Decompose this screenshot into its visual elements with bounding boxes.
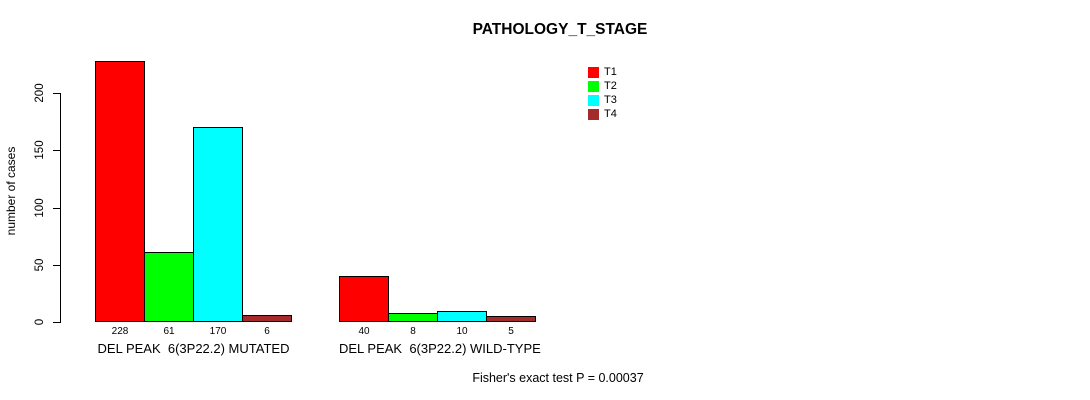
legend-swatch-t4 [588,108,599,120]
category-label: DEL PEAK 6(3P22.2) WILD-TYPE [339,341,541,356]
bar-value-label: 6 [264,326,270,337]
y-axis-tick-label: 50 [34,258,46,272]
bar-t2 [388,313,438,322]
y-axis-tick [53,322,60,323]
y-axis-tick [53,265,60,266]
legend-item: T2 [588,79,617,93]
legend-label: T2 [604,79,617,92]
y-axis-tick [53,150,60,151]
legend-label: T4 [604,107,617,120]
bar-value-label: 5 [508,326,514,337]
legend-item: T1 [588,65,617,79]
bar-value-label: 61 [163,326,175,337]
legend: T1 T2 T3 T4 [588,65,617,121]
bar-t2 [144,252,194,322]
y-axis-tick-label: 0 [34,318,46,326]
bar-t1 [95,61,145,322]
bar-t3 [437,311,487,322]
y-axis-tick-label: 100 [34,198,46,218]
legend-swatch-t2 [588,80,599,92]
bar-value-label: 228 [111,326,129,337]
bar-value-label: 8 [410,326,416,337]
legend-swatch-t1 [588,66,599,78]
bar-t4 [242,315,292,322]
chart-title: PATHOLOGY_T_STAGE [472,21,648,38]
bar-t4 [486,316,536,322]
bar-t1 [339,276,389,322]
y-axis-tick-label: 150 [34,140,46,160]
stat-annotation: Fisher's exact test P = 0.00037 [472,371,644,385]
y-axis-tick [53,93,60,94]
y-axis-tick [53,208,60,209]
legend-label: T3 [604,93,617,106]
category-label: DEL PEAK 6(3P22.2) MUTATED [97,341,290,356]
bar-value-label: 170 [209,326,227,337]
legend-swatch-t3 [588,94,599,106]
y-axis-line [60,93,61,323]
y-axis-title: number of cases [4,146,18,236]
y-axis-tick-label: 200 [34,83,46,103]
legend-label: T1 [604,65,617,78]
legend-item: T3 [588,93,617,107]
legend-item: T4 [588,107,617,121]
bar-t3 [193,127,243,322]
bar-value-label: 10 [456,326,468,337]
bar-value-label: 40 [358,326,370,337]
